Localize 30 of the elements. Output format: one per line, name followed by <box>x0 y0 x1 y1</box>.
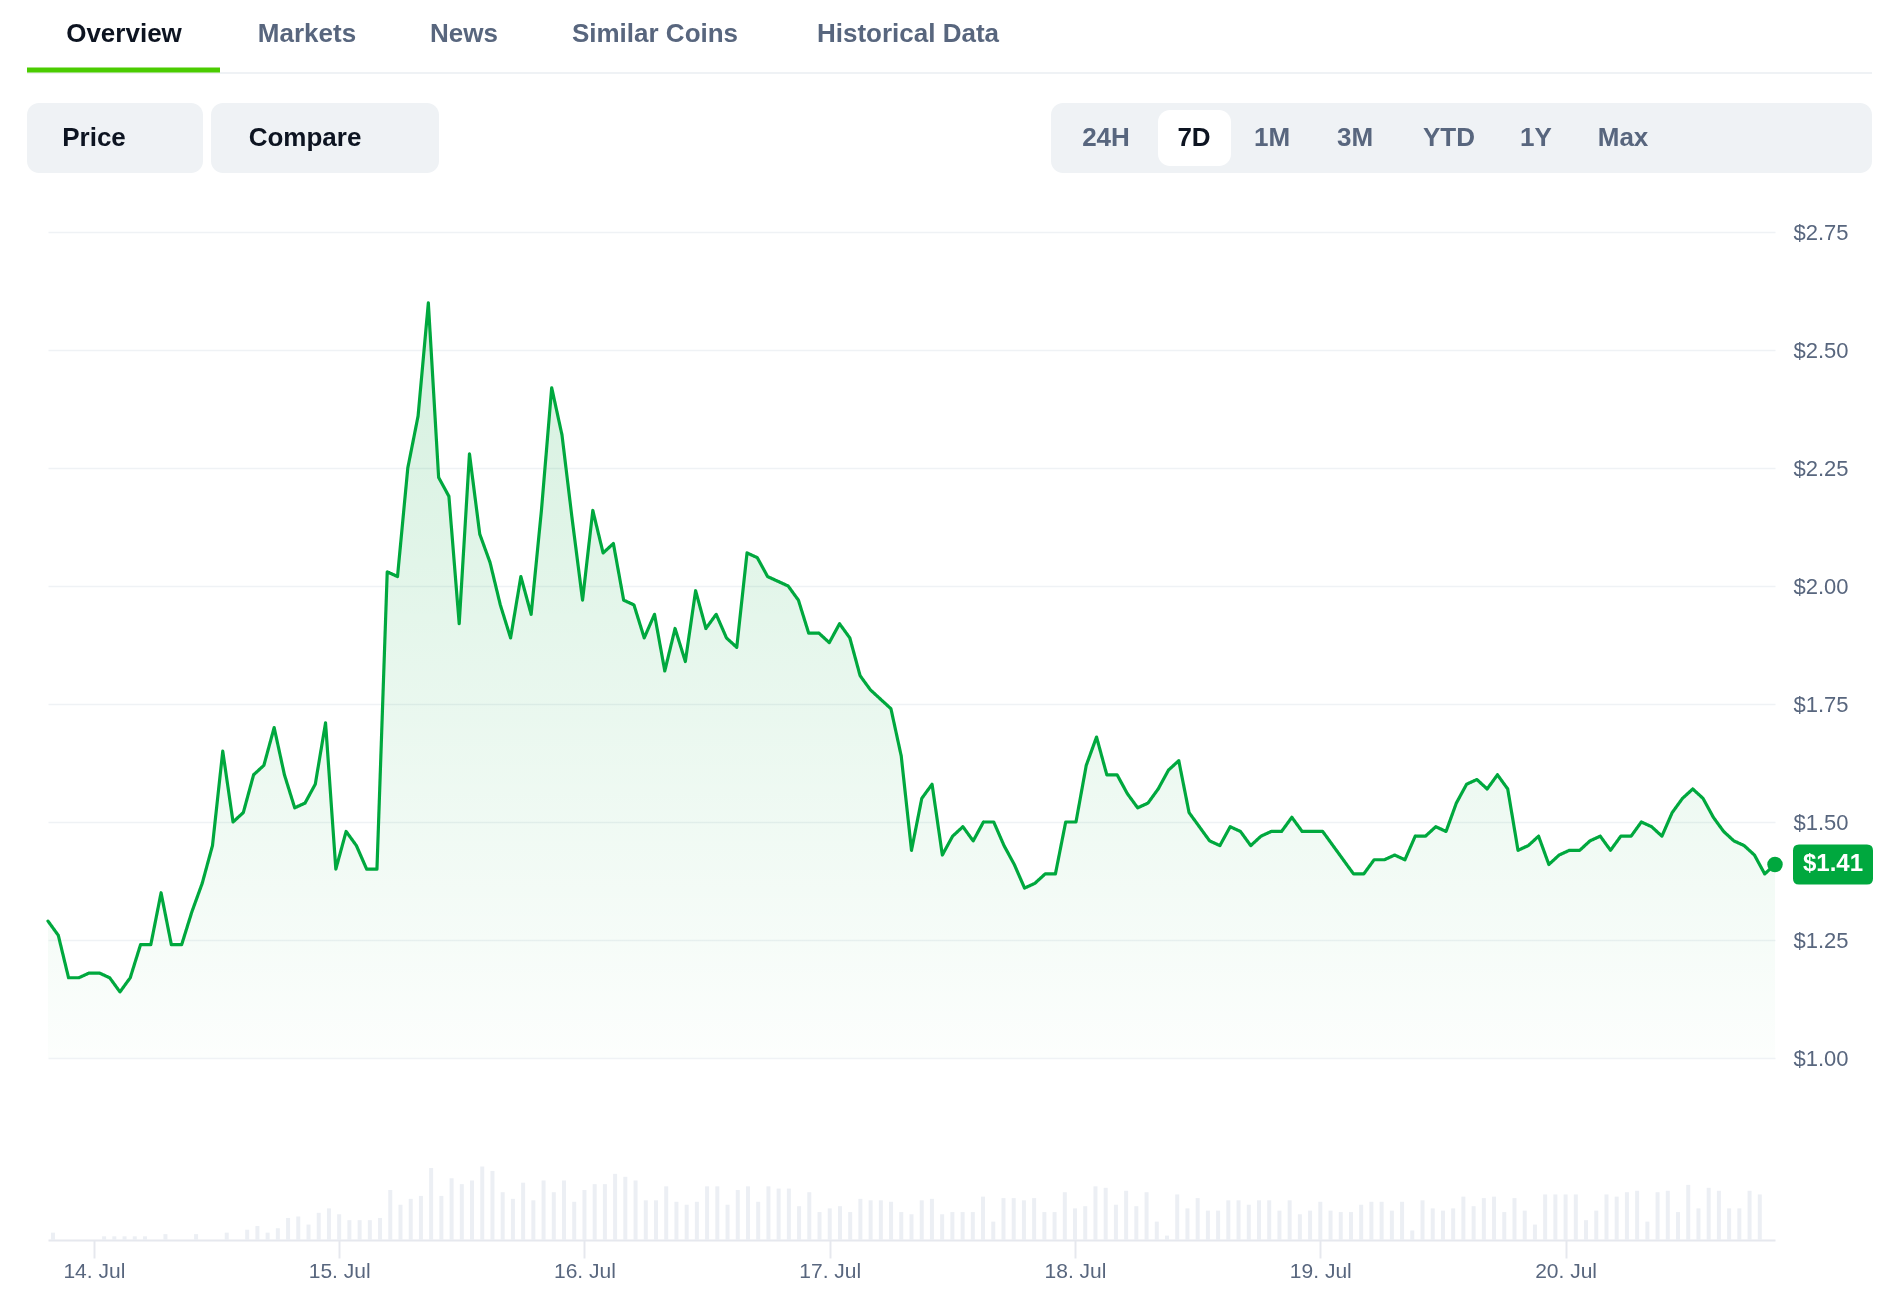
text: Markets <box>257 18 357 48</box>
y-tick-label: $1.75 <box>1793 691 1849 717</box>
text: 3M <box>1336 122 1374 152</box>
text: Compare <box>248 122 362 152</box>
text: 1Y <box>1520 122 1552 152</box>
x-tick-label: 14. Jul <box>63 1258 126 1282</box>
text: Overview <box>66 18 183 48</box>
text: 1M <box>1253 122 1291 152</box>
x-tick-label: 16. Jul <box>554 1258 616 1282</box>
text: 7D <box>1177 122 1211 152</box>
x-tick-label: 17. Jul <box>799 1258 862 1282</box>
text: Similar Coins <box>571 18 739 48</box>
y-tick-label: $2.00 <box>1793 573 1849 599</box>
x-tick-label: 18. Jul <box>1044 1258 1107 1282</box>
y-tick-label: $2.50 <box>1793 337 1849 363</box>
text: YTD <box>1423 122 1475 152</box>
x-tick-label: 15. Jul <box>308 1258 371 1282</box>
text: Price <box>62 122 126 152</box>
text: News <box>430 18 498 48</box>
y-tick-label: $1.00 <box>1793 1045 1849 1071</box>
text: Historical Data <box>816 18 1000 48</box>
y-tick-label: $2.25 <box>1793 455 1849 481</box>
annotation: $1.41 <box>1802 849 1864 877</box>
y-tick-label: $1.25 <box>1793 927 1849 953</box>
y-tick-label: $1.50 <box>1793 809 1849 835</box>
text: Max <box>1597 122 1649 152</box>
x-tick-label: 20. Jul <box>1535 1258 1598 1282</box>
text: 24H <box>1082 122 1130 152</box>
y-tick-label: $2.75 <box>1793 219 1849 245</box>
x-tick-label: 19. Jul <box>1289 1258 1352 1282</box>
